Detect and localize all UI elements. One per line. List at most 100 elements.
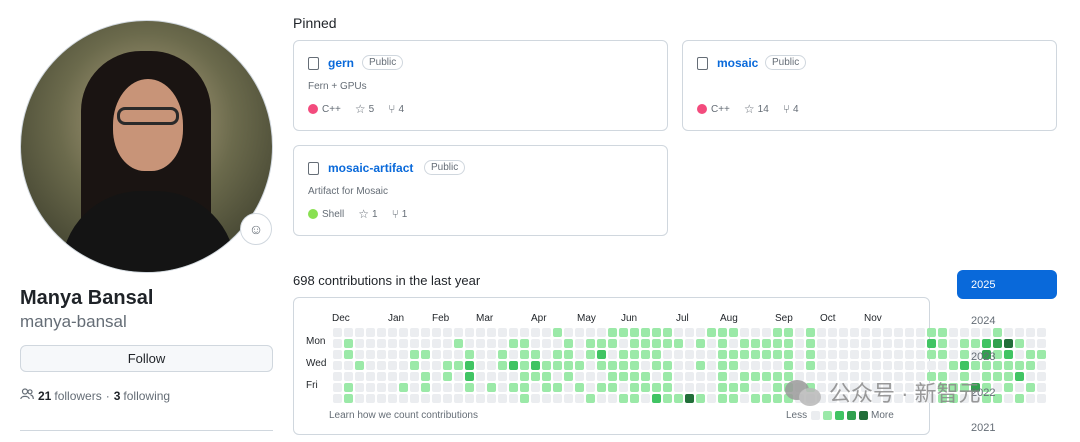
contribution-day-cell[interactable]	[333, 361, 342, 370]
contribution-day-cell[interactable]	[542, 328, 551, 337]
learn-contributions-link[interactable]: Learn how we count contributions	[329, 410, 478, 421]
contribution-day-cell[interactable]	[773, 350, 782, 359]
contribution-day-cell[interactable]	[960, 350, 969, 359]
contribution-day-cell[interactable]	[806, 350, 815, 359]
contribution-day-cell[interactable]	[685, 383, 694, 392]
contribution-day-cell[interactable]	[498, 361, 507, 370]
contribution-day-cell[interactable]	[927, 361, 936, 370]
contribution-day-cell[interactable]	[828, 361, 837, 370]
contribution-day-cell[interactable]	[531, 339, 540, 348]
contribution-day-cell[interactable]	[1015, 383, 1024, 392]
followers-link[interactable]: 21 followers	[38, 389, 102, 403]
contribution-day-cell[interactable]	[531, 361, 540, 370]
contribution-day-cell[interactable]	[355, 383, 364, 392]
contribution-day-cell[interactable]	[850, 361, 859, 370]
contribution-day-cell[interactable]	[993, 394, 1002, 403]
contribution-day-cell[interactable]	[751, 361, 760, 370]
contribution-day-cell[interactable]	[971, 328, 980, 337]
contribution-day-cell[interactable]	[729, 339, 738, 348]
contribution-day-cell[interactable]	[916, 394, 925, 403]
contribution-day-cell[interactable]	[751, 394, 760, 403]
year-2022-button[interactable]: 2022	[971, 386, 996, 399]
contribution-day-cell[interactable]	[674, 394, 683, 403]
contribution-day-cell[interactable]	[817, 339, 826, 348]
contribution-day-cell[interactable]	[1026, 394, 1035, 403]
contribution-day-cell[interactable]	[828, 328, 837, 337]
contribution-day-cell[interactable]	[971, 372, 980, 381]
contribution-day-cell[interactable]	[366, 328, 375, 337]
contribution-day-cell[interactable]	[652, 350, 661, 359]
contribution-day-cell[interactable]	[597, 328, 606, 337]
contribution-day-cell[interactable]	[795, 372, 804, 381]
contribution-day-cell[interactable]	[905, 350, 914, 359]
contribution-day-cell[interactable]	[872, 350, 881, 359]
contribution-day-cell[interactable]	[1015, 339, 1024, 348]
contribution-day-cell[interactable]	[377, 383, 386, 392]
contribution-day-cell[interactable]	[938, 372, 947, 381]
contribution-day-cell[interactable]	[366, 350, 375, 359]
contribution-day-cell[interactable]	[1037, 361, 1046, 370]
contribution-day-cell[interactable]	[839, 350, 848, 359]
contribution-day-cell[interactable]	[718, 372, 727, 381]
contribution-day-cell[interactable]	[806, 383, 815, 392]
contribution-day-cell[interactable]	[905, 383, 914, 392]
contribution-day-cell[interactable]	[388, 394, 397, 403]
contribution-day-cell[interactable]	[993, 361, 1002, 370]
contribution-day-cell[interactable]	[872, 339, 881, 348]
contribution-day-cell[interactable]	[575, 361, 584, 370]
contribution-day-cell[interactable]	[542, 350, 551, 359]
contribution-day-cell[interactable]	[498, 383, 507, 392]
contribution-day-cell[interactable]	[652, 339, 661, 348]
contribution-day-cell[interactable]	[916, 361, 925, 370]
contribution-day-cell[interactable]	[377, 350, 386, 359]
contribution-day-cell[interactable]	[476, 328, 485, 337]
contribution-day-cell[interactable]	[399, 350, 408, 359]
contribution-day-cell[interactable]	[740, 361, 749, 370]
contribution-day-cell[interactable]	[553, 339, 562, 348]
contribution-day-cell[interactable]	[1004, 361, 1013, 370]
contribution-day-cell[interactable]	[839, 394, 848, 403]
contribution-day-cell[interactable]	[839, 328, 848, 337]
contribution-day-cell[interactable]	[762, 350, 771, 359]
contribution-day-cell[interactable]	[993, 339, 1002, 348]
contribution-day-cell[interactable]	[894, 394, 903, 403]
contribution-day-cell[interactable]	[399, 383, 408, 392]
contribution-day-cell[interactable]	[795, 339, 804, 348]
contribution-day-cell[interactable]	[729, 383, 738, 392]
contribution-day-cell[interactable]	[773, 372, 782, 381]
contribution-day-cell[interactable]	[971, 394, 980, 403]
contribution-day-cell[interactable]	[465, 350, 474, 359]
contribution-day-cell[interactable]	[619, 350, 628, 359]
contribution-day-cell[interactable]	[1026, 361, 1035, 370]
contribution-day-cell[interactable]	[696, 361, 705, 370]
contribution-day-cell[interactable]	[366, 394, 375, 403]
contribution-day-cell[interactable]	[850, 328, 859, 337]
contribution-day-cell[interactable]	[597, 350, 606, 359]
contribution-day-cell[interactable]	[872, 394, 881, 403]
contribution-day-cell[interactable]	[1037, 383, 1046, 392]
contribution-day-cell[interactable]	[1015, 350, 1024, 359]
contribution-day-cell[interactable]	[872, 361, 881, 370]
contribution-day-cell[interactable]	[531, 350, 540, 359]
contribution-day-cell[interactable]	[674, 361, 683, 370]
contribution-day-cell[interactable]	[696, 394, 705, 403]
contribution-day-cell[interactable]	[850, 394, 859, 403]
contribution-day-cell[interactable]	[729, 328, 738, 337]
contribution-day-cell[interactable]	[553, 350, 562, 359]
stars-link[interactable]: ☆ 1	[358, 207, 377, 221]
contribution-day-cell[interactable]	[762, 328, 771, 337]
contribution-day-cell[interactable]	[421, 361, 430, 370]
contribution-day-cell[interactable]	[454, 361, 463, 370]
contribution-day-cell[interactable]	[487, 361, 496, 370]
contribution-day-cell[interactable]	[454, 372, 463, 381]
contribution-day-cell[interactable]	[652, 394, 661, 403]
contribution-day-cell[interactable]	[355, 328, 364, 337]
contribution-day-cell[interactable]	[795, 328, 804, 337]
contribution-day-cell[interactable]	[718, 361, 727, 370]
contribution-day-cell[interactable]	[564, 383, 573, 392]
contribution-day-cell[interactable]	[872, 328, 881, 337]
contribution-day-cell[interactable]	[333, 383, 342, 392]
contribution-day-cell[interactable]	[443, 394, 452, 403]
contribution-day-cell[interactable]	[707, 394, 716, 403]
contribution-day-cell[interactable]	[586, 350, 595, 359]
